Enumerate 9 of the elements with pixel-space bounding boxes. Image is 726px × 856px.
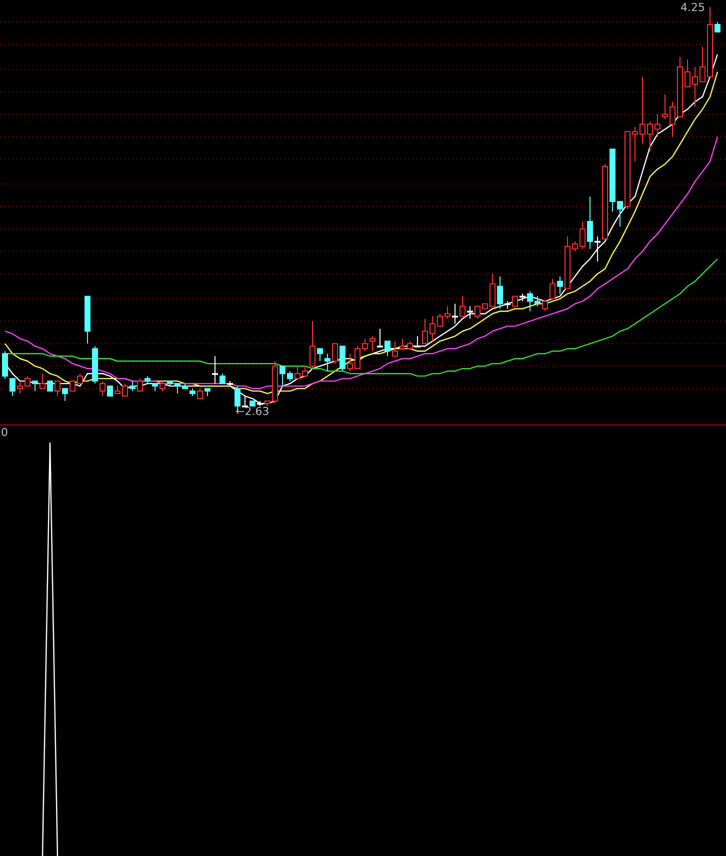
candlestick [594, 236, 600, 262]
annotation: 4.25 [680, 1, 705, 14]
candlestick [212, 356, 218, 384]
text: 0 [1, 426, 8, 439]
candlestick [497, 276, 503, 310]
candlestick [557, 276, 563, 294]
candlestick [324, 353, 330, 372]
annotation: ←2.63 [236, 405, 270, 418]
candlestick [587, 196, 593, 250]
